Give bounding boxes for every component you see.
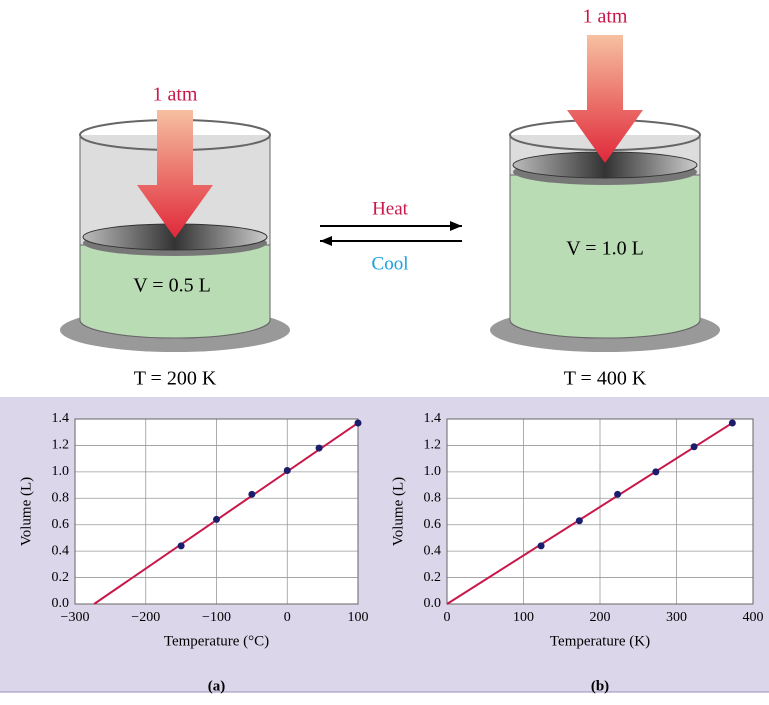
data-point	[576, 517, 583, 524]
y-tick-label: 0.4	[52, 543, 70, 558]
y-tick-label: 1.4	[424, 411, 442, 426]
data-point	[652, 468, 659, 475]
x-tick-label: 100	[348, 610, 369, 625]
y-tick-label: 0.0	[52, 596, 70, 611]
pressure-label: 1 atm	[153, 84, 198, 106]
pressure-label: 1 atm	[583, 6, 628, 28]
x-axis-title: Temperature (K)	[550, 633, 650, 649]
data-point	[178, 542, 185, 549]
data-point	[316, 445, 323, 452]
panel-label: (a)	[208, 678, 226, 694]
figure: 1 atm 1 atm V = 0.5 L V = 1.0 L T = 200 …	[0, 0, 769, 705]
heat-label: Heat	[372, 198, 409, 219]
y-tick-label: 0.6	[52, 517, 70, 532]
x-tick-label: 200	[590, 610, 611, 625]
x-tick-label: 100	[513, 610, 534, 625]
data-point	[614, 491, 621, 498]
y-tick-label: 1.2	[52, 438, 70, 453]
x-axis-title: Temperature (°C)	[164, 633, 269, 649]
y-tick-label: 1.4	[52, 411, 70, 426]
x-tick-label: −200	[131, 610, 160, 625]
x-tick-label: −100	[202, 610, 231, 625]
x-tick-label: 300	[666, 610, 687, 625]
y-tick-label: 0.2	[424, 570, 442, 585]
data-point	[284, 467, 291, 474]
y-axis-title: Volume (L)	[18, 477, 34, 546]
data-point	[213, 516, 220, 523]
y-tick-label: 1.0	[424, 464, 442, 479]
right-cylinder	[490, 35, 720, 352]
y-tick-label: 0.8	[52, 491, 70, 506]
temperature-label: T = 400 K	[564, 368, 647, 390]
data-point	[248, 491, 255, 498]
x-tick-label: −300	[61, 610, 90, 625]
x-tick-label: 400	[743, 610, 764, 625]
temperature-label: T = 200 K	[134, 368, 217, 390]
y-tick-label: 0.4	[424, 543, 442, 558]
y-tick-label: 0.2	[52, 570, 70, 585]
data-point	[729, 419, 736, 426]
x-tick-label: 0	[284, 610, 291, 625]
y-tick-label: 0.6	[424, 517, 442, 532]
y-axis-title: Volume (L)	[390, 477, 406, 546]
y-tick-label: 0.8	[424, 491, 442, 506]
heat-arrowhead	[450, 221, 462, 231]
data-point	[355, 419, 362, 426]
cool-arrowhead	[320, 236, 332, 246]
panel-label: (b)	[591, 678, 609, 694]
volume-label: V = 1.0 L	[566, 238, 644, 260]
y-tick-label: 1.0	[52, 464, 70, 479]
x-tick-label: 0	[444, 610, 451, 625]
cool-label: Cool	[372, 253, 409, 274]
data-point	[691, 443, 698, 450]
y-tick-label: 0.0	[424, 596, 442, 611]
volume-label: V = 0.5 L	[133, 275, 211, 297]
y-tick-label: 1.2	[424, 438, 442, 453]
data-point	[538, 542, 545, 549]
left-cylinder	[60, 110, 290, 352]
